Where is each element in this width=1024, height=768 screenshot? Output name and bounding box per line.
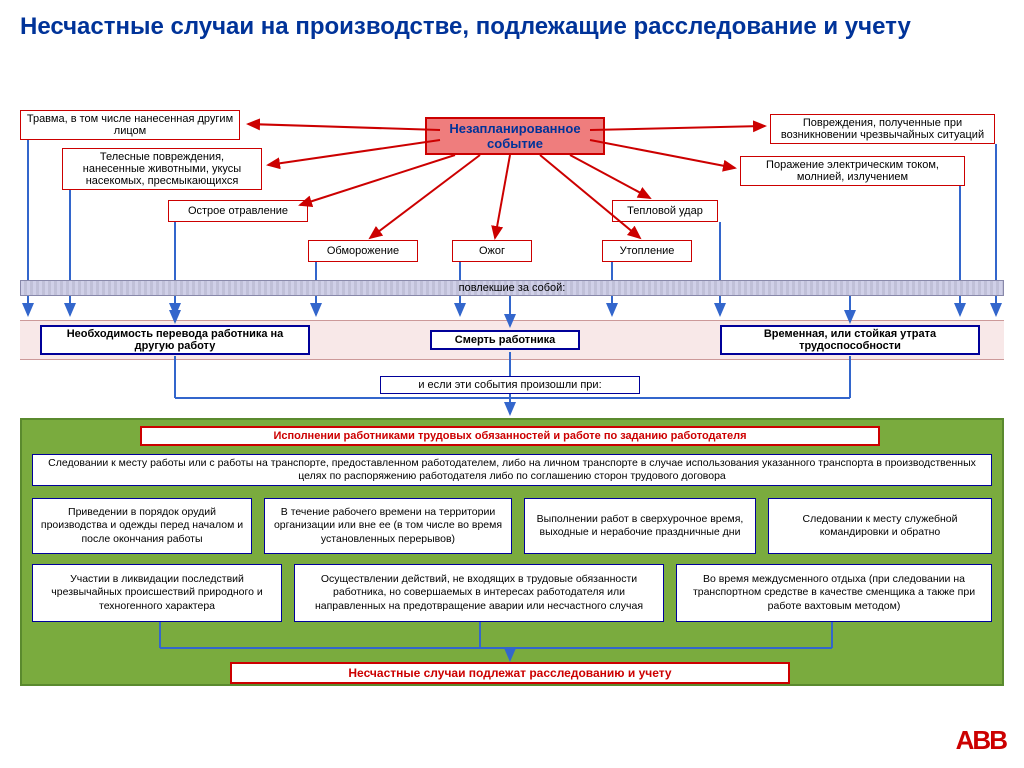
- event-frostbite: Обморожение: [308, 240, 418, 262]
- condition-transport: Следовании к месту работы или с работы н…: [32, 454, 992, 486]
- event-electric: Поражение электрическим током, молнией, …: [740, 156, 965, 186]
- abb-logo: ABB: [956, 725, 1006, 756]
- condition-worktime: В течение рабочего времени на территории…: [264, 498, 512, 554]
- consequence-death: Смерть работника: [430, 330, 580, 350]
- event-poisoning: Острое отравление: [168, 200, 308, 222]
- event-trauma: Травма, в том числе нанесенная другим ли…: [20, 110, 240, 140]
- page-title: Несчастные случаи на производстве, подле…: [0, 0, 1024, 50]
- event-heatstroke: Тепловой удар: [612, 200, 718, 222]
- central-event: Незапланированное событие: [425, 117, 605, 155]
- event-burn: Ожог: [452, 240, 532, 262]
- consequence-disability: Временная, или стойкая утрата трудоспосо…: [720, 325, 980, 355]
- divider-consequences: повлекшие за собой:: [20, 280, 1004, 296]
- divider-conditions: и если эти события произошли при:: [380, 376, 640, 394]
- condition-businesstrip: Следовании к месту служебной командировк…: [768, 498, 992, 554]
- condition-intershift: Во время междусменного отдыха (при следо…: [676, 564, 992, 622]
- condition-preparation: Приведении в порядок орудий производства…: [32, 498, 252, 554]
- condition-non-duty: Осуществлении действий, не входящих в тр…: [294, 564, 664, 622]
- event-drowning: Утопление: [602, 240, 692, 262]
- event-injury-animal: Телесные повреждения, нанесенные животны…: [62, 148, 262, 190]
- condition-overtime: Выполнении работ в сверхурочное время, в…: [524, 498, 756, 554]
- consequence-transfer: Необходимость перевода работника на друг…: [40, 325, 310, 355]
- final-statement: Несчастные случаи подлежат расследованию…: [230, 662, 790, 684]
- condition-emergency-response: Участии в ликвидации последствий чрезвыч…: [32, 564, 282, 622]
- condition-header: Исполнении работниками трудовых обязанно…: [140, 426, 880, 446]
- event-emergency: Повреждения, полученные при возникновени…: [770, 114, 995, 144]
